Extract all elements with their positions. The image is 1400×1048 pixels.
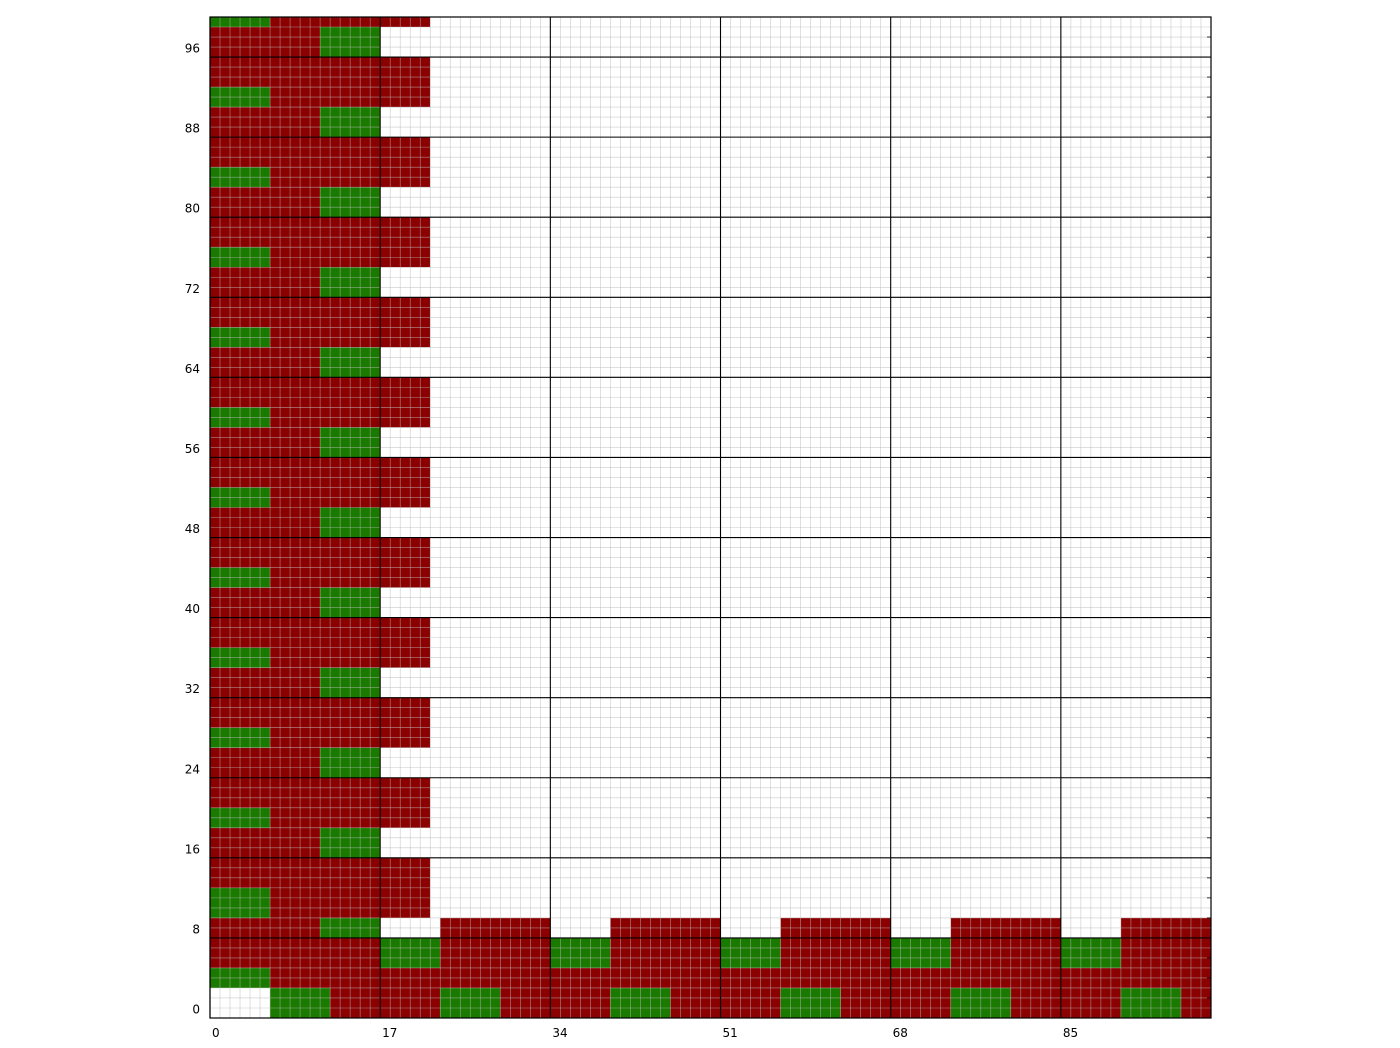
major-grid [209,17,1211,1019]
heatmap-cell-red [1010,987,1121,1018]
heatmap-cell-red [840,987,951,1018]
y-tick-label: 40 [185,602,200,616]
y-tick-label: 96 [185,42,200,56]
x-tick-label: 85 [1063,1026,1078,1040]
heatmap-cell-red [210,937,381,968]
heatmap-cell-red [210,107,321,138]
heatmap-cell-red [610,937,721,968]
heatmap-cell-red [950,937,1061,968]
x-tick-label: 0 [212,1026,220,1040]
y-tick-labels: 0 8 16 24 32 40 48 56 64 72 80 88 96 [185,42,200,1017]
heatmap-cell-red [210,427,321,458]
heatmap-cell-red [210,347,321,378]
x-tick-label: 51 [723,1026,738,1040]
heatmap-cell-red [440,937,551,968]
minor-grid [209,16,1212,1019]
tick-layer [1207,16,1211,1019]
heatmap-cell-red [210,267,321,298]
y-tick-label: 16 [185,842,200,856]
heatmap-cell-red [500,987,611,1018]
heatmap-cell-red [210,747,321,778]
y-tick-label: 72 [185,282,200,296]
y-tick-label: 24 [185,762,200,776]
heatmap-cell-red [210,507,321,538]
heatmap-cell-red [1180,987,1211,1018]
y-tick-label: 88 [185,122,200,136]
heatmap-cell-red [330,987,441,1018]
y-tick-label: 80 [185,202,200,216]
heatmap-cell-red [210,27,321,58]
x-tick-label: 68 [893,1026,908,1040]
heatmap-cell-red [210,827,321,858]
y-tick-label: 8 [192,922,200,936]
heatmap-cell-red [210,587,321,618]
heatmap-cell-red [670,987,781,1018]
x-tick-labels: 0 17 34 51 68 85 [212,1026,1078,1040]
y-tick-label: 32 [185,682,200,696]
y-tick-label: 56 [185,442,200,456]
heatmap-cell-red [780,937,891,968]
y-tick-label: 0 [192,1003,200,1017]
y-tick-label: 64 [185,362,200,376]
heatmap-cell-red [210,667,321,698]
y-tick-label: 48 [185,522,200,536]
x-tick-label: 34 [552,1026,567,1040]
x-tick-label: 17 [382,1026,397,1040]
heatmap-cell-red [1120,937,1211,968]
heatmap-cell-red [210,187,321,218]
